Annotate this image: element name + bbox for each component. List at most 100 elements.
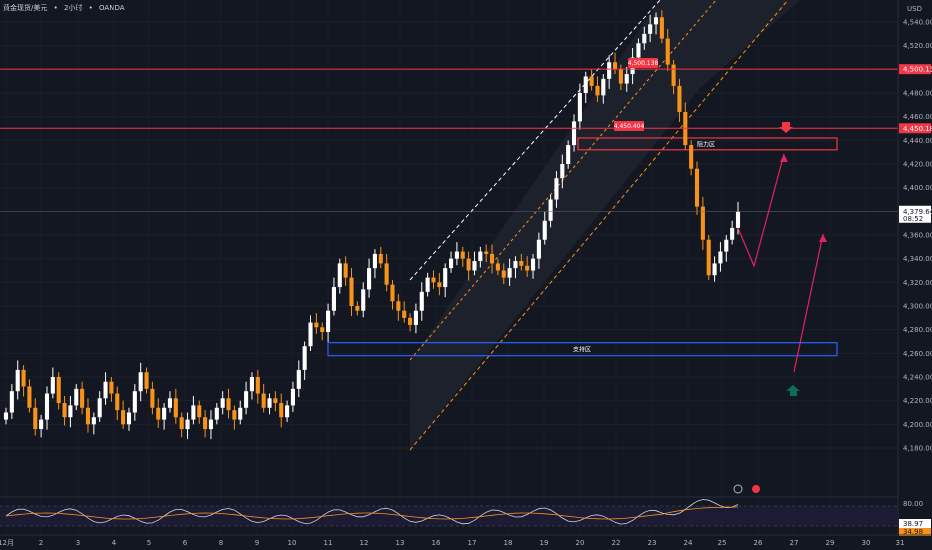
candle-body [542, 220, 547, 240]
candle-body [571, 121, 577, 146]
candle-body [220, 398, 225, 408]
candle-body [349, 277, 354, 306]
candle-body [50, 377, 55, 394]
rsi-level-label: 80.00 [903, 500, 923, 508]
candle-body [27, 386, 32, 408]
time-axis[interactable]: 12月 2 3 4 5 6 8 9 10 11 12 13 16 17 18 19 20 22 23 24 25 26 27… [0, 534, 932, 547]
x-tick-label: 31 [896, 539, 905, 547]
candle-body [68, 405, 73, 418]
candle-body [314, 322, 319, 328]
candle-body [694, 168, 700, 207]
price-flag-label: 4,450.404 [614, 123, 645, 130]
resistance-price-tag [899, 64, 931, 75]
candle-body [712, 263, 717, 276]
chart-legend: 黄金现货/美元 • 2小时 • OANDA [3, 3, 129, 13]
candle-body [185, 419, 190, 430]
resistance-price-label: 4,500.138 [903, 66, 932, 74]
candle-body [607, 62, 612, 79]
candle-body [173, 398, 178, 418]
y-tick-label: 4,240.000 [903, 374, 932, 382]
candle-body [308, 322, 313, 347]
candle-body [466, 258, 471, 271]
x-tick-label: 8 [219, 539, 223, 547]
candle-body [203, 417, 208, 430]
x-tick-label: 22 [612, 539, 621, 547]
y-tick-label: 4,440.000 [903, 137, 932, 145]
candle-body [642, 33, 647, 44]
y-tick-label: 4,520.000 [903, 42, 932, 50]
candle-body [560, 164, 565, 179]
candle-body [56, 377, 61, 404]
candle-body [167, 398, 173, 408]
price-axis[interactable]: USD 4,180.000 4,200.000 4,220.000 4,240.000 4… [897, 0, 932, 550]
candle-body [472, 261, 477, 271]
candle-body [156, 407, 161, 420]
candle-body [144, 372, 149, 389]
rsi-ma-label: 34.98 [903, 528, 923, 536]
interval-label[interactable]: 2小时 [63, 4, 83, 12]
x-tick-label: 4 [112, 539, 117, 547]
candle-body [343, 263, 348, 278]
x-tick-label: 16 [432, 539, 441, 547]
candle-body [495, 263, 500, 271]
channel-mid-line [409, 0, 717, 361]
x-tick-label: 9 [255, 539, 259, 547]
candle-body [255, 377, 260, 394]
candle-body [612, 62, 618, 70]
rsi-value-tag [899, 519, 931, 528]
candle-body [97, 398, 102, 418]
candle-body [735, 211, 741, 228]
candle-body [718, 251, 723, 264]
candle-body [44, 393, 50, 420]
candle-body [460, 251, 465, 259]
rsi-ma-line [5, 506, 739, 520]
candle-body [443, 268, 448, 288]
x-tick-label: 30 [862, 539, 871, 547]
candle-body [671, 64, 676, 86]
resistance-zone [577, 137, 838, 151]
y-tick-label: 4,540.000 [903, 19, 932, 27]
candle-body [566, 145, 571, 164]
candle-body [115, 393, 120, 411]
candle-body [80, 388, 85, 408]
candle-body [232, 410, 237, 420]
candle-body [302, 346, 307, 370]
candle-body [724, 239, 729, 252]
candle-body [244, 391, 249, 408]
candle-body [636, 43, 641, 58]
candle-body [337, 263, 342, 288]
candle-body [267, 398, 272, 408]
channels [409, 0, 800, 451]
rsi-panel [0, 496, 898, 527]
rsi-value-label: 38.97 [903, 520, 923, 528]
legend-sep-2: • [88, 4, 93, 12]
candle-body [3, 412, 9, 420]
candle-body [103, 381, 108, 399]
y-tick-label: 4,480.000 [903, 90, 932, 98]
y-tick-label: 4,220.000 [903, 397, 932, 405]
candle-body [595, 85, 600, 96]
candle-body [419, 291, 424, 311]
support-zone [327, 342, 838, 357]
candle-body [624, 74, 629, 84]
candle-body [121, 410, 126, 425]
candle-body [554, 178, 559, 200]
support-zone-label: 支持区 [573, 346, 591, 354]
candle-body [700, 206, 705, 240]
projection-path-1 [737, 153, 785, 268]
candle-body [653, 17, 659, 25]
candle-body [15, 369, 20, 392]
x-tick-label: 6 [183, 539, 188, 547]
y-tick-label: 4,340.000 [903, 255, 932, 263]
candle-body [425, 277, 430, 292]
candle-body [384, 263, 389, 285]
candle-body [150, 388, 155, 408]
candle-body [138, 372, 143, 392]
symbol-label[interactable]: 黄金现货/美元 [3, 4, 48, 12]
candle-body [197, 405, 202, 418]
x-tick-label: 12月 [0, 539, 14, 547]
candle-body [331, 287, 336, 311]
candle-body [677, 85, 682, 112]
